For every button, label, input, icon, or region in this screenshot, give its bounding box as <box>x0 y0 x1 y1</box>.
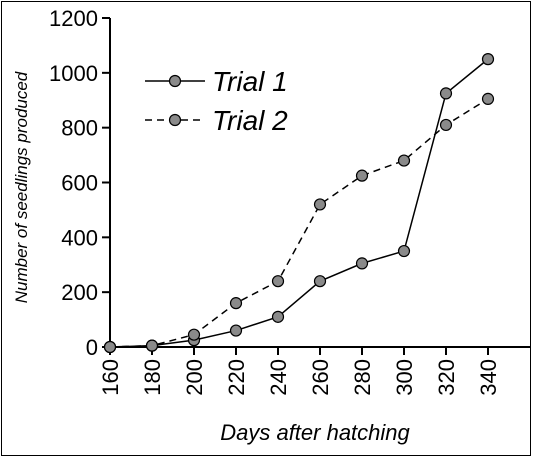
series-layer <box>103 53 495 354</box>
x-tick-label: 280 <box>350 359 375 396</box>
x-tick-label: 200 <box>182 359 207 396</box>
x-tick-label: 160 <box>98 359 123 396</box>
data-point-series-2 <box>103 340 117 354</box>
legend-marker-2 <box>168 113 182 127</box>
data-point-series-2 <box>439 118 453 132</box>
x-axis-label: Days after hatching <box>220 420 410 445</box>
y-tick-label: 1200 <box>49 6 98 31</box>
y-tick-label: 1000 <box>49 61 98 86</box>
legend-entry-2: Trial 2 <box>212 105 288 136</box>
data-point-series-1 <box>355 257 369 270</box>
y-tick-label: 600 <box>61 171 98 196</box>
data-point-series-2 <box>481 92 495 105</box>
y-axis-label: Number of seedlings produced <box>12 71 31 303</box>
legend-marker-1 <box>168 74 182 88</box>
data-point-series-2 <box>397 154 411 167</box>
x-tick-label: 300 <box>392 359 417 396</box>
data-point-series-2 <box>355 169 369 182</box>
y-tick-label: 400 <box>61 225 98 250</box>
axes: 0 200 400 600 800 1000 1200 160 180 200 220 240 260 2… <box>49 6 530 396</box>
data-point-series-1 <box>229 324 243 337</box>
legend-entry-1: Trial 1 <box>212 66 288 97</box>
data-point-series-2 <box>313 198 327 211</box>
data-point-series-2 <box>271 275 285 288</box>
data-point-series-2 <box>145 339 159 352</box>
x-tick-label: 260 <box>308 359 333 396</box>
data-point-series-1 <box>481 53 495 66</box>
x-tick-label: 180 <box>140 359 165 396</box>
data-point-series-2 <box>229 297 243 310</box>
data-point-series-1 <box>271 310 285 323</box>
series-line-1 <box>109 58 489 348</box>
x-tick-label: 240 <box>266 359 291 396</box>
data-point-series-1 <box>313 275 327 288</box>
x-tick-label: 340 <box>476 359 501 396</box>
y-tick-label: 200 <box>61 280 98 305</box>
x-tick-label: 220 <box>224 359 249 396</box>
legend: Trial 1 Trial 2 <box>145 66 288 136</box>
y-tick-label: 0 <box>86 335 98 360</box>
x-tick-label: 320 <box>434 359 459 396</box>
data-point-series-1 <box>397 244 411 258</box>
y-tick-label: 800 <box>61 116 98 141</box>
data-point-series-1 <box>439 87 453 100</box>
data-point-series-2 <box>187 328 201 341</box>
series-line-2 <box>109 98 489 348</box>
